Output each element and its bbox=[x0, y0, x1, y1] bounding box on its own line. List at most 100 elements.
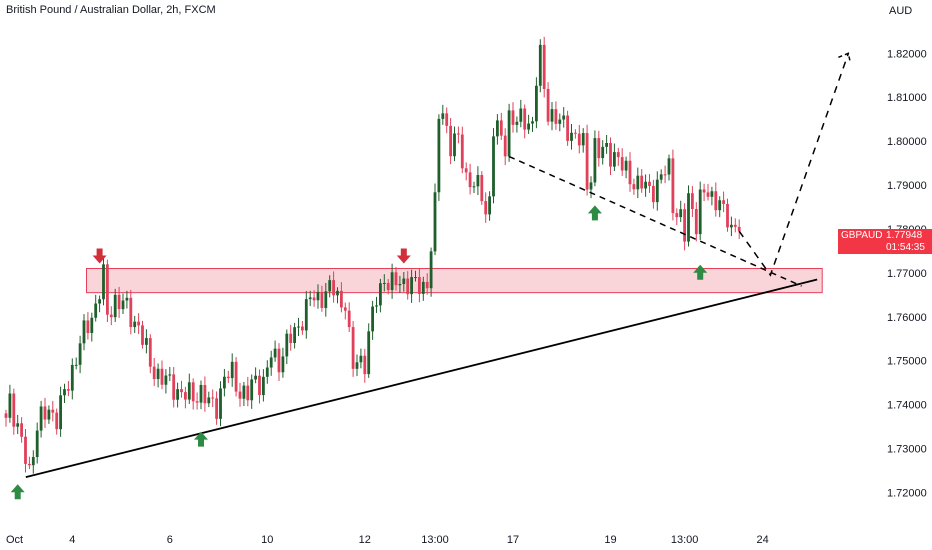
candle bbox=[406, 271, 410, 300]
candle bbox=[710, 186, 714, 206]
candle bbox=[332, 271, 335, 303]
candle bbox=[628, 152, 632, 192]
candle bbox=[730, 216, 733, 237]
candle bbox=[394, 266, 398, 291]
candle bbox=[577, 124, 581, 154]
candle bbox=[574, 129, 577, 139]
x-tick-label: 19 bbox=[604, 534, 616, 546]
candle-countdown: 01:54:35 bbox=[886, 242, 925, 253]
y-tick-label: 1.76000 bbox=[887, 312, 927, 324]
candle bbox=[550, 101, 554, 131]
candle bbox=[616, 147, 620, 166]
candle bbox=[538, 39, 542, 93]
candle bbox=[55, 408, 59, 435]
candle bbox=[160, 360, 164, 390]
candle bbox=[359, 348, 363, 369]
candle bbox=[70, 358, 74, 400]
candle bbox=[367, 323, 371, 378]
candle bbox=[238, 382, 242, 407]
candle bbox=[109, 306, 113, 326]
candle bbox=[441, 104, 445, 125]
candle bbox=[363, 348, 367, 383]
candle bbox=[585, 124, 589, 196]
candle bbox=[624, 156, 628, 179]
candle bbox=[199, 380, 203, 410]
candle bbox=[375, 296, 378, 314]
candle bbox=[683, 203, 686, 251]
candle bbox=[492, 128, 495, 204]
candle bbox=[336, 287, 339, 304]
candle bbox=[113, 288, 117, 323]
candle bbox=[589, 176, 593, 199]
candle bbox=[219, 381, 222, 427]
candle bbox=[613, 143, 616, 172]
candle bbox=[106, 259, 109, 323]
candle bbox=[164, 369, 168, 394]
candle bbox=[453, 126, 456, 162]
candle bbox=[35, 422, 39, 464]
currency-label: AUD bbox=[889, 5, 913, 17]
candle bbox=[168, 366, 172, 381]
arrow-up-icon bbox=[10, 484, 25, 500]
candle bbox=[20, 417, 23, 443]
candle bbox=[511, 102, 515, 133]
y-tick-label: 1.73000 bbox=[887, 444, 927, 456]
candle bbox=[63, 383, 66, 403]
candle bbox=[644, 174, 647, 197]
resistance-zone-layer bbox=[86, 268, 823, 294]
candle bbox=[691, 186, 694, 218]
candle bbox=[675, 208, 679, 226]
candle bbox=[195, 392, 199, 410]
y-tick-label: 1.77000 bbox=[887, 268, 927, 280]
candle bbox=[535, 77, 538, 129]
candle bbox=[86, 312, 90, 340]
candle bbox=[133, 315, 137, 334]
candle bbox=[203, 376, 207, 412]
candle bbox=[265, 360, 269, 384]
candle bbox=[90, 312, 94, 342]
candle bbox=[254, 367, 257, 384]
candle bbox=[667, 154, 671, 181]
candle bbox=[503, 128, 507, 166]
descending-trendline bbox=[508, 155, 802, 287]
candle bbox=[187, 373, 191, 404]
candle bbox=[223, 368, 226, 397]
candle bbox=[737, 219, 741, 239]
candle bbox=[706, 183, 710, 201]
candle bbox=[429, 247, 433, 297]
candle bbox=[12, 388, 16, 435]
candle bbox=[277, 343, 281, 382]
y-tick-label: 1.82000 bbox=[887, 48, 927, 60]
candle bbox=[343, 302, 347, 320]
candle bbox=[597, 130, 601, 167]
candle bbox=[679, 200, 683, 223]
candle bbox=[281, 347, 285, 378]
chart-title: British Pound / Australian Dollar, 2h, F… bbox=[6, 4, 216, 16]
candle bbox=[226, 370, 230, 384]
candle bbox=[347, 302, 351, 332]
candle bbox=[418, 268, 421, 303]
candle bbox=[694, 202, 698, 242]
candle bbox=[714, 182, 718, 217]
candle bbox=[472, 181, 476, 194]
candle bbox=[94, 294, 98, 322]
candle bbox=[125, 290, 129, 309]
candle bbox=[655, 171, 659, 211]
candle bbox=[488, 191, 491, 221]
candle bbox=[527, 114, 530, 134]
candle bbox=[24, 429, 27, 473]
candle bbox=[386, 278, 390, 295]
candle bbox=[145, 329, 148, 354]
projection-path bbox=[738, 53, 850, 277]
candles-layer bbox=[4, 36, 741, 474]
candle bbox=[515, 116, 519, 133]
candle bbox=[382, 274, 386, 292]
candle bbox=[289, 324, 293, 351]
candle bbox=[141, 320, 144, 349]
candle bbox=[652, 179, 655, 209]
candle bbox=[702, 183, 706, 202]
candle bbox=[102, 255, 105, 306]
candle bbox=[297, 317, 300, 336]
candle bbox=[211, 389, 215, 408]
